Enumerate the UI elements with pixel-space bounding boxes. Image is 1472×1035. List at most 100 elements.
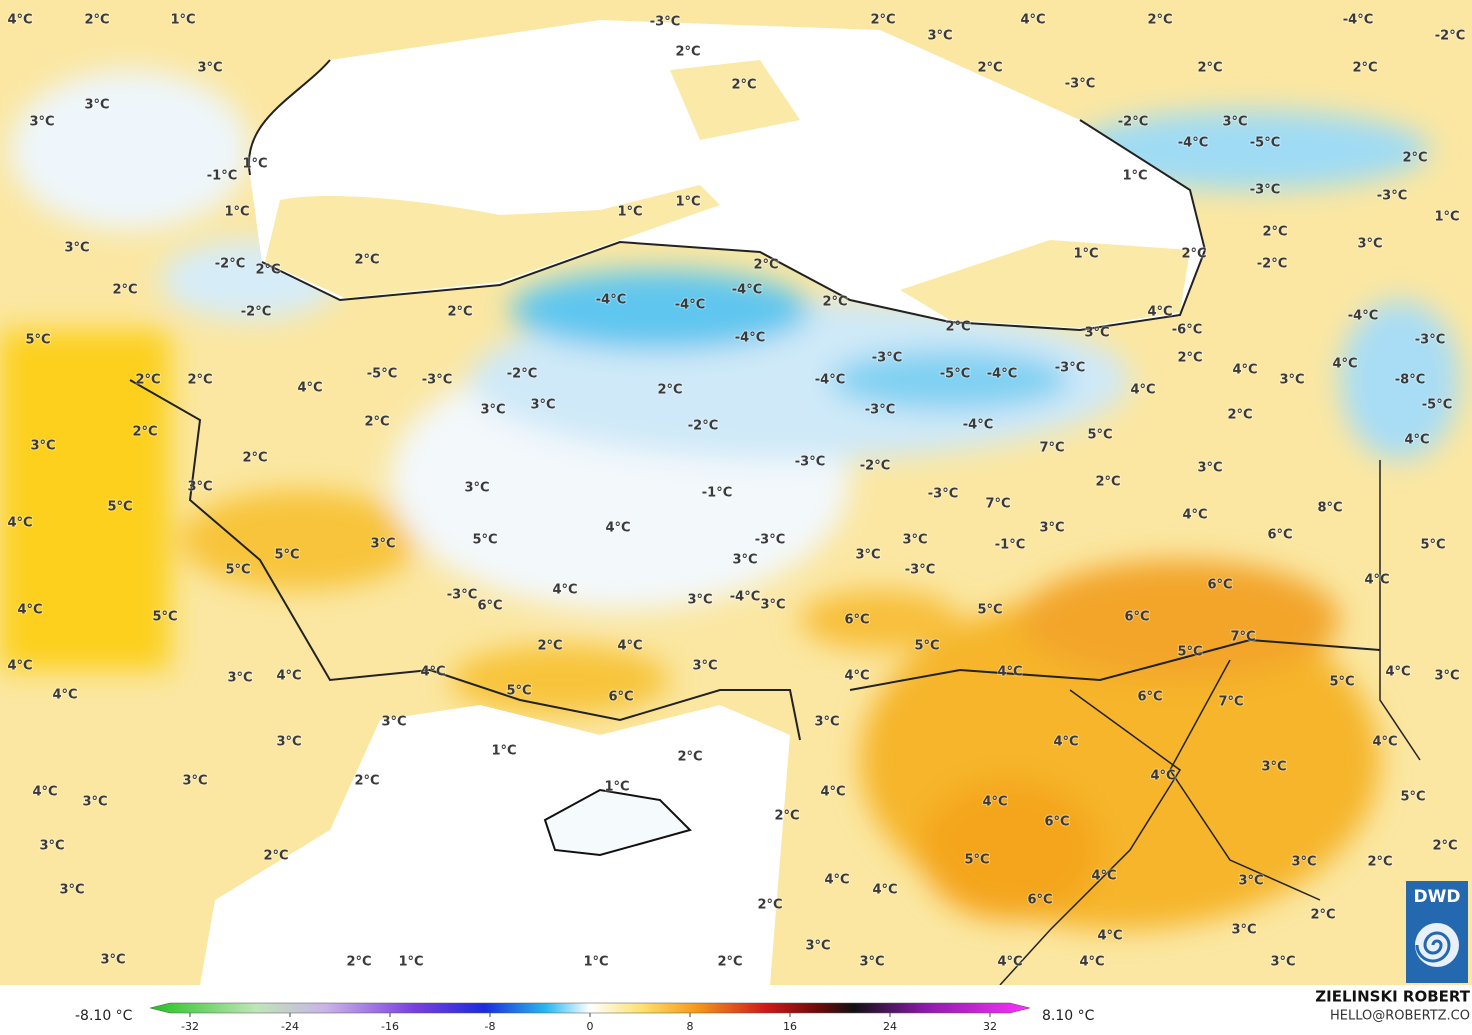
temperature-label: 4°C: [1020, 13, 1045, 28]
temperature-label: 2°C: [132, 425, 157, 440]
temperature-label: 5°C: [1177, 645, 1202, 660]
temperature-label: -2°C: [1118, 115, 1148, 130]
temperature-label: 2°C: [447, 305, 472, 320]
temperature-label: 5°C: [25, 333, 50, 348]
temperature-label: 4°C: [872, 883, 897, 898]
temperature-label: -4°C: [675, 298, 705, 313]
temperature-label: 4°C: [7, 659, 32, 674]
temperature-label: 4°C: [32, 785, 57, 800]
temperature-label: 3°C: [100, 953, 125, 968]
colorbar-tick-label: -32: [181, 1020, 199, 1033]
temperature-label: -2°C: [215, 257, 245, 272]
temperature-label: 3°C: [182, 774, 207, 789]
temperature-label: 1°C: [617, 205, 642, 220]
temperature-label: -5°C: [367, 367, 397, 382]
temperature-label: 1°C: [224, 205, 249, 220]
temperature-label: 6°C: [1044, 815, 1069, 830]
temperature-label: 3°C: [370, 537, 395, 552]
temperature-label: 3°C: [1279, 373, 1304, 388]
temperature-label: 5°C: [1420, 538, 1445, 553]
temperature-label: 3°C: [1261, 760, 1286, 775]
temperature-label: 4°C: [17, 603, 42, 618]
temperature-label: -3°C: [1065, 77, 1095, 92]
temperature-label: 7°C: [985, 497, 1010, 512]
temperature-label: 3°C: [1434, 669, 1459, 684]
temperature-label: 2°C: [870, 13, 895, 28]
temperature-label: 6°C: [1124, 610, 1149, 625]
temperature-label: 1°C: [604, 780, 629, 795]
temperature-label: 2°C: [84, 13, 109, 28]
temperature-label: 4°C: [997, 665, 1022, 680]
temperature-label: 2°C: [945, 320, 970, 335]
colorbar-tick-label: -24: [281, 1020, 299, 1033]
temperature-label: 5°C: [225, 563, 250, 578]
temperature-label: -4°C: [596, 293, 626, 308]
temperature-label: 3°C: [276, 735, 301, 750]
temperature-label: -4°C: [1348, 309, 1378, 324]
temperature-label: 3°C: [39, 839, 64, 854]
colorbar-tick-label: -16: [381, 1020, 399, 1033]
temperature-label: 2°C: [731, 78, 756, 93]
colorbar: [149, 1002, 1031, 1014]
temperature-label: 1°C: [491, 744, 516, 759]
temperature-label: 2°C: [1262, 225, 1287, 240]
temperature-label: -4°C: [815, 373, 845, 388]
temperature-label: -3°C: [1250, 183, 1280, 198]
temperature-label: 3°C: [1222, 115, 1247, 130]
temperature-label: 4°C: [1404, 433, 1429, 448]
temperature-label: 2°C: [1147, 13, 1172, 28]
temperature-label: 2°C: [1177, 351, 1202, 366]
temperature-label: 3°C: [692, 659, 717, 674]
temperature-label: 2°C: [1310, 908, 1335, 923]
temperature-label: -2°C: [860, 459, 890, 474]
temperature-label: 3°C: [381, 715, 406, 730]
temperature-label: 1°C: [242, 157, 267, 172]
temperature-label: -1°C: [207, 169, 237, 184]
temperature-label: -4°C: [1343, 13, 1373, 28]
temperature-label: 6°C: [1267, 528, 1292, 543]
temperature-label: 2°C: [657, 383, 682, 398]
colorbar-tick-label: 32: [983, 1020, 997, 1033]
temperature-label: 4°C: [982, 795, 1007, 810]
temperature-label: 1°C: [675, 195, 700, 210]
credit: ZIELINSKI ROBERT: [1315, 988, 1470, 1006]
temperature-label: 8°C: [1317, 501, 1342, 516]
temperature-label: 3°C: [1238, 874, 1263, 889]
temperature-label: 3°C: [29, 115, 54, 130]
temperature-label: 3°C: [1270, 955, 1295, 970]
temperature-label: 3°C: [760, 598, 785, 613]
temperature-label: 4°C: [276, 669, 301, 684]
colorbar-min-label: -8.10 °C: [75, 1008, 133, 1024]
temperature-label: 1°C: [1073, 247, 1098, 262]
colorbar-tick-label: -8: [485, 1020, 496, 1033]
temperature-label: -2°C: [241, 305, 271, 320]
temperature-label: -2°C: [1257, 257, 1287, 272]
temperature-label: -3°C: [795, 455, 825, 470]
temperature-label: 2°C: [757, 898, 782, 913]
logo-text: DWD: [1414, 887, 1461, 907]
temperature-label: 3°C: [530, 398, 555, 413]
temperature-label: 1°C: [1434, 210, 1459, 225]
temperature-label: 2°C: [1227, 408, 1252, 423]
temperature-label: 5°C: [506, 684, 531, 699]
temperature-label: 4°C: [7, 516, 32, 531]
temperature-label: 3°C: [1084, 326, 1109, 341]
temperature-label: 6°C: [844, 613, 869, 628]
temperature-label: 2°C: [1367, 855, 1392, 870]
temperature-label: 4°C: [52, 688, 77, 703]
temperature-label: 5°C: [977, 603, 1002, 618]
temperature-label: 2°C: [354, 774, 379, 789]
temperature-label: 4°C: [1182, 508, 1207, 523]
temperature-label: 4°C: [1079, 955, 1104, 970]
temperature-label: 1°C: [170, 13, 195, 28]
temperature-label: 4°C: [844, 669, 869, 684]
temperature-label: 2°C: [1402, 151, 1427, 166]
temperature-label: 3°C: [30, 439, 55, 454]
temperature-label: 5°C: [914, 639, 939, 654]
temperature-label: 3°C: [855, 548, 880, 563]
temperature-label: 5°C: [1400, 790, 1425, 805]
temperature-labels: 4°C 2°C 1°C 3°C 3°C 3°C 1°C -1°C 1°C 3°C -2°C 2°C 2°…: [6, 12, 1466, 971]
temperature-label: -2°C: [507, 367, 537, 382]
temperature-label: 3°C: [82, 795, 107, 810]
temperature-label: -4°C: [1178, 136, 1208, 151]
